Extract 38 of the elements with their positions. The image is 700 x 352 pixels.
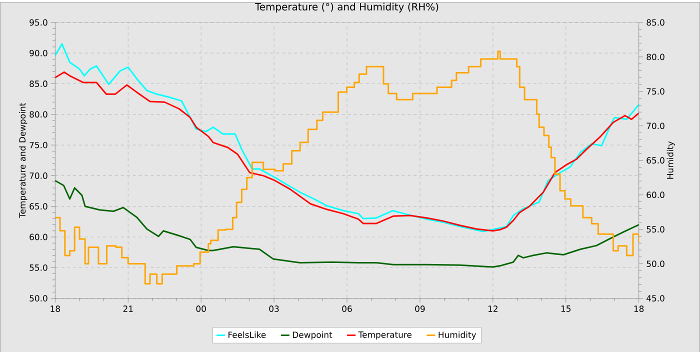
y2-axis-title: Humidity [666, 141, 675, 179]
y-tick-label: 55.0 [30, 264, 48, 271]
y-tick-label: 85.0 [30, 80, 48, 87]
legend-label: Dewpoint [292, 331, 332, 340]
line-series [55, 71, 639, 232]
legend-label: FeelsLike [228, 331, 266, 338]
y-tick-label: 70.0 [30, 172, 48, 179]
y2-tick-label: 75.0 [646, 88, 664, 94]
y-tick-label: 75.0 [30, 142, 48, 148]
y-axis-title: Temperature and Dewpoint [19, 102, 28, 218]
y2-tick-label: 60.0 [646, 191, 664, 198]
y-tick-label: 65.0 [30, 202, 48, 210]
x-tick-label: 03 [269, 305, 279, 312]
x-tick-label: 06 [342, 305, 352, 312]
y2-tick-label: 45.0 [646, 294, 664, 302]
legend-label: Temperature [358, 331, 412, 340]
x-tick-label: 18 [50, 305, 60, 312]
y-tick-label: 50.0 [30, 294, 48, 302]
y2-tick-label: 80.0 [646, 54, 664, 60]
y-tick-label: 95.0 [30, 19, 48, 26]
y-tick-label: 80.0 [30, 110, 48, 118]
line-series [55, 180, 639, 268]
x-tick-label: 21 [123, 305, 133, 312]
legend-label: Humidity [438, 331, 476, 340]
x-tick-label: 12 [488, 305, 498, 312]
x-tick-label: 00 [196, 305, 206, 312]
x-tick-label: 09 [415, 305, 425, 312]
y2-tick-label: 55.0 [646, 226, 664, 232]
x-tick-label: 18 [634, 305, 644, 312]
x-tick-label: 15 [561, 305, 571, 312]
y2-tick-label: 65.0 [646, 156, 664, 164]
chart-title: Temperature (°) and Humidity (RH%) [254, 2, 438, 12]
y-tick-label: 90.0 [30, 50, 48, 56]
line-series [55, 42, 639, 232]
y-tick-label: 60.0 [30, 234, 48, 240]
y2-tick-label: 85.0 [646, 19, 664, 26]
y2-tick-label: 70.0 [646, 122, 664, 129]
y2-tick-label: 50.0 [646, 260, 664, 267]
